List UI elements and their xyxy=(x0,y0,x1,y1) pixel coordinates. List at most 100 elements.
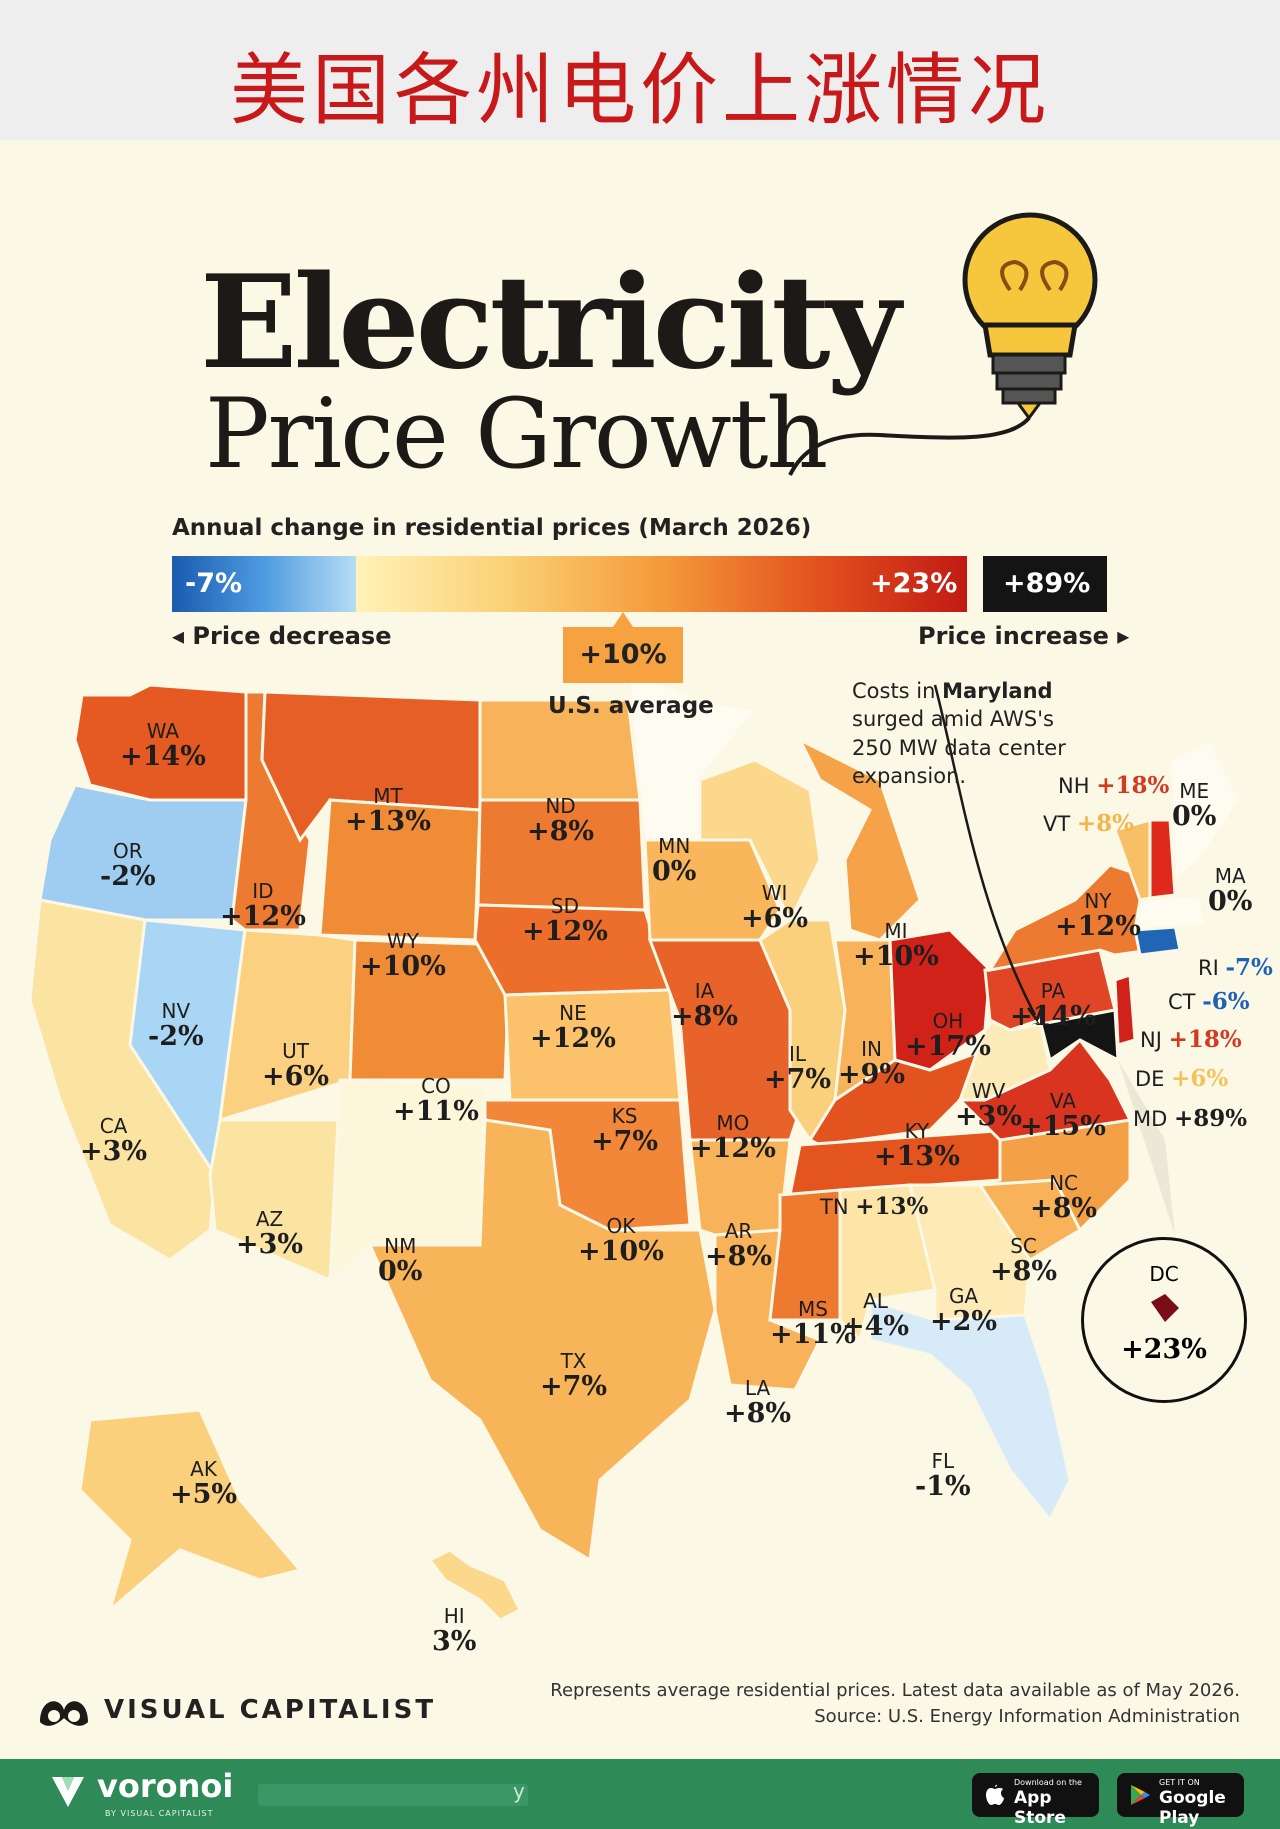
label-tx: TX +7% xyxy=(540,1349,608,1403)
google-play-button[interactable]: GET IT ON Google Play xyxy=(1117,1773,1244,1828)
label-sd: SD +12% xyxy=(522,894,608,948)
blurred-text xyxy=(258,1784,528,1806)
google-play-label: Google Play xyxy=(1159,1788,1226,1828)
label-ia: IA +8% xyxy=(671,979,739,1033)
label-ga: GA +2% xyxy=(930,1284,998,1338)
legend-max-label: +23% xyxy=(870,568,958,599)
price-increase-label: Price increase ▸ xyxy=(918,622,1130,650)
label-ne: NE +12% xyxy=(530,1001,616,1055)
voronoi-brand-sub: BY VISUAL CAPITALIST xyxy=(105,1809,214,1818)
label-ks: KS +7% xyxy=(591,1104,659,1158)
label-al: AL +4% xyxy=(842,1289,910,1343)
label-nv: NV -2% xyxy=(148,999,204,1053)
legend-bar-outlier xyxy=(983,556,1107,612)
label-in: IN +9% xyxy=(838,1037,906,1091)
blurred-text-tail: y xyxy=(513,1779,525,1803)
label-tn: TN +13% xyxy=(820,1193,929,1220)
label-id: ID +12% xyxy=(220,879,306,933)
state-mi xyxy=(796,736,922,942)
app-store-button[interactable]: Download on the App Store xyxy=(972,1773,1099,1828)
label-az: AZ +3% xyxy=(236,1207,304,1261)
average-value: +10% xyxy=(563,627,683,683)
state-ms xyxy=(768,1188,842,1322)
dc-connector xyxy=(1118,1060,1175,1235)
callout-nj: NJ +18% xyxy=(1140,1026,1242,1053)
light-bulb-icon xyxy=(788,212,1098,476)
app-store-small: Download on the xyxy=(1014,1778,1082,1787)
voronoi-logo-icon[interactable] xyxy=(48,1771,88,1811)
label-ar: AR +8% xyxy=(705,1219,773,1273)
callout-ri: RI -7% xyxy=(1198,954,1273,981)
chinese-title-banner: 美国各州电价上涨情况 xyxy=(0,0,1280,140)
callout-nh: NH +18% xyxy=(1058,772,1170,799)
state-fl xyxy=(868,1297,1072,1523)
label-ny: NY +12% xyxy=(1055,889,1141,943)
state-tx xyxy=(367,1118,717,1563)
label-or: OR -2% xyxy=(100,839,156,893)
callout-md: MD +89% xyxy=(1133,1105,1248,1132)
title-line-1: Electricity xyxy=(200,248,901,398)
state-me xyxy=(1168,737,1242,884)
legend-min-label: -7% xyxy=(185,568,243,599)
callout-ma: MA 0% xyxy=(1208,864,1253,918)
dc-value: +23% xyxy=(1121,1334,1207,1365)
dc-inset: DC +23% xyxy=(1081,1237,1247,1403)
label-ms: MS +11% xyxy=(770,1297,856,1351)
state-wi xyxy=(698,758,822,924)
state-ak xyxy=(78,1408,303,1615)
apple-icon xyxy=(986,1784,1004,1805)
state-ma xyxy=(1133,893,1207,932)
label-va: VA +15% xyxy=(1020,1089,1106,1143)
map-artwork xyxy=(28,212,1242,1622)
callout-de: DE +6% xyxy=(1135,1065,1229,1092)
annotation-arrow xyxy=(933,684,1037,1016)
label-ak: AK +5% xyxy=(170,1457,238,1511)
us-map xyxy=(28,667,1242,1622)
legend-bar-decrease xyxy=(172,556,356,612)
label-wv: WV +3% xyxy=(955,1079,1023,1133)
label-mo: MO +12% xyxy=(690,1111,776,1165)
label-co: CO +11% xyxy=(393,1074,479,1128)
source-credit: Source: U.S. Energy Information Administ… xyxy=(814,1706,1240,1727)
footer-bar: voronoi BY VISUAL CAPITALIST y Download … xyxy=(0,1759,1280,1829)
label-mt: MT +13% xyxy=(345,784,431,838)
label-mi: MI +10% xyxy=(853,919,939,973)
state-hi xyxy=(427,1548,523,1622)
google-play-icon xyxy=(1131,1785,1150,1805)
label-nc: NC +8% xyxy=(1030,1171,1098,1225)
state-co xyxy=(348,938,512,1082)
legend-outlier-label: +89% xyxy=(1003,568,1091,599)
infographic: Electricity Price Growth Annual change i… xyxy=(0,140,1280,1759)
dc-shape-icon xyxy=(1151,1294,1179,1322)
label-ut: UT +6% xyxy=(262,1039,330,1093)
price-decrease-label: ◂ Price decrease xyxy=(172,622,392,650)
average-label: U.S. average xyxy=(548,693,714,719)
title-line-2: Price Growth xyxy=(205,378,828,490)
google-play-small: GET IT ON xyxy=(1159,1778,1200,1787)
label-la: LA +8% xyxy=(724,1376,792,1430)
dc-label: DC xyxy=(1149,1262,1179,1286)
label-ky: KY +13% xyxy=(874,1119,960,1173)
voronoi-brand[interactable]: voronoi xyxy=(97,1767,234,1805)
callout-ct: CT -6% xyxy=(1168,988,1250,1015)
label-sc: SC +8% xyxy=(990,1234,1058,1288)
label-pa: PA +14% xyxy=(1010,979,1096,1033)
maryland-annotation: Costs in Maryland surged amid AWS's 250 M… xyxy=(852,679,1066,789)
label-wa: WA +14% xyxy=(120,719,206,773)
source-note: Represents average residential prices. L… xyxy=(550,1680,1240,1701)
callout-me: ME 0% xyxy=(1172,779,1217,833)
state-az xyxy=(208,1118,342,1283)
label-hi: HI 3% xyxy=(432,1604,477,1658)
state-nj xyxy=(1113,972,1137,1047)
state-vt xyxy=(1113,818,1152,902)
state-or xyxy=(38,783,248,922)
average-marker xyxy=(613,612,633,627)
label-il: IL +7% xyxy=(764,1042,832,1096)
label-wi: WI +6% xyxy=(741,881,809,935)
visual-capitalist-logo-icon xyxy=(40,1701,88,1726)
legend-bar-increase xyxy=(356,556,967,612)
callout-vt: VT +8% xyxy=(1043,810,1135,837)
label-ok: OK +10% xyxy=(578,1214,664,1268)
label-oh: OH +17% xyxy=(905,1009,991,1063)
label-ca: CA +3% xyxy=(80,1114,148,1168)
